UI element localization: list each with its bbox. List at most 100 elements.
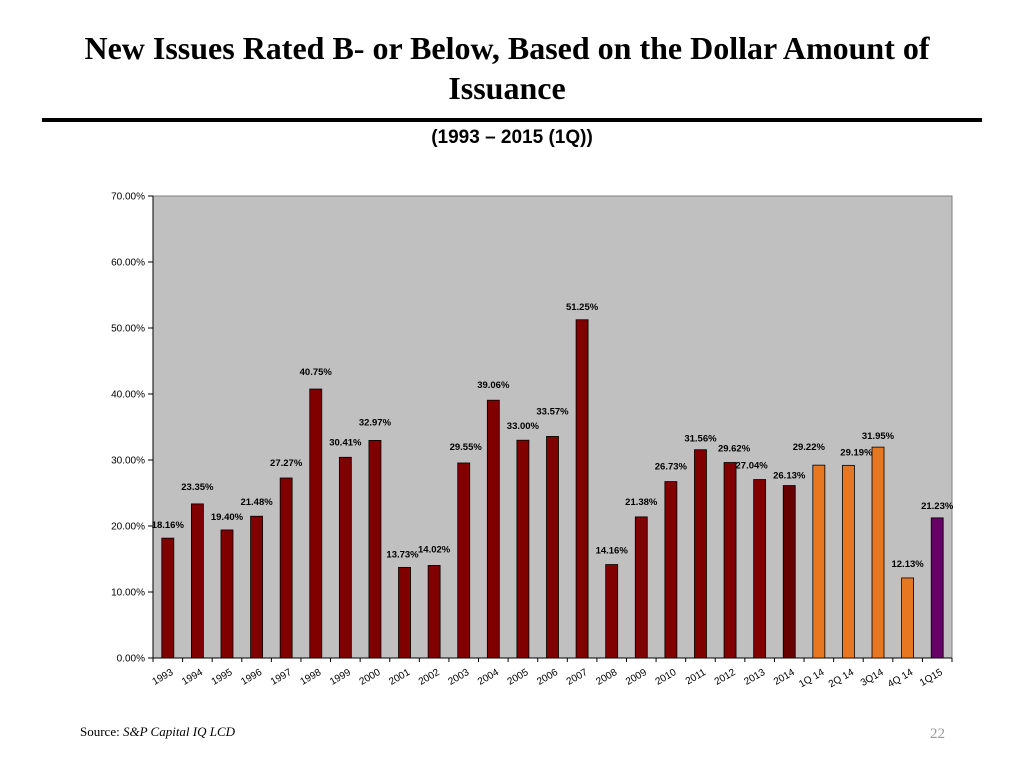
y-tick-label: 20.00% — [111, 522, 145, 533]
y-tick-label: 30.00% — [111, 456, 145, 467]
bar-2009 — [634, 516, 648, 659]
data-label: 30.41% — [329, 437, 362, 448]
data-label: 12.13% — [891, 559, 924, 570]
title-divider — [42, 118, 982, 122]
y-tick-label: 40.00% — [111, 390, 145, 401]
x-tick-label: 2000 — [358, 667, 383, 688]
y-tick-label: 70.00% — [111, 192, 145, 203]
data-label: 33.57% — [536, 406, 569, 417]
x-tick-label: 1Q 14 — [797, 667, 826, 690]
data-label: 29.22% — [793, 442, 826, 453]
bar-3q14 — [871, 446, 885, 659]
x-tick-label: 2Q 14 — [827, 667, 856, 690]
data-label: 13.73% — [386, 549, 419, 560]
bar-1996 — [250, 515, 263, 659]
data-label: 19.40% — [211, 512, 244, 523]
y-tick-label: 60.00% — [111, 258, 145, 269]
x-tick-label: 2003 — [446, 667, 471, 688]
bar-2001 — [398, 566, 411, 659]
y-axis: 0.00% 10.00% 20.00% 30.00% 40.00% 50.00% 60.00… — [111, 192, 154, 665]
bar-2014 — [782, 485, 796, 659]
x-tick-label: 1997 — [269, 667, 294, 688]
x-tick-label: 2006 — [535, 667, 560, 688]
page-title: New Issues Rated B- or Below, Based on t… — [84, 30, 930, 106]
data-label: 40.75% — [300, 367, 333, 378]
data-labels: 18.16% 23.35% 19.40% 21.48% 27.27% 40.75% 30.4… — [152, 302, 954, 570]
bar-1994 — [190, 503, 204, 659]
data-label: 27.04% — [736, 461, 769, 472]
data-label: 14.16% — [596, 546, 629, 557]
data-label: 26.13% — [773, 471, 806, 482]
data-label: 29.62% — [718, 444, 751, 455]
x-tick-label: 2005 — [506, 667, 531, 688]
y-tick-label: 0.00% — [117, 654, 145, 665]
bar-series — [161, 319, 944, 659]
data-label: 33.00% — [507, 421, 540, 432]
x-tick-label: 1994 — [180, 667, 205, 688]
data-label: 21.48% — [240, 497, 273, 508]
data-label: 29.19% — [840, 447, 873, 458]
x-tick-label: 2010 — [654, 667, 679, 688]
bar-1q15 — [930, 517, 944, 659]
source-name: S&P Capital IQ LCD — [122, 724, 236, 739]
data-label: 21.38% — [625, 497, 658, 508]
x-tick-label: 1993 — [151, 667, 176, 688]
x-tick-label: 2009 — [624, 667, 649, 688]
x-tick-label: 1998 — [298, 667, 323, 688]
x-tick-label: 1Q15 — [918, 667, 945, 689]
data-label: 18.16% — [152, 520, 185, 531]
x-tick-label: 2014 — [772, 667, 797, 688]
bar-2012 — [723, 462, 737, 659]
x-tick-label: 2011 — [684, 667, 709, 687]
bar-2000 — [368, 439, 382, 659]
data-label: 31.95% — [862, 431, 895, 442]
bar-4q-14 — [901, 577, 915, 659]
data-label: 14.02% — [418, 544, 451, 555]
bar-1998 — [309, 388, 323, 659]
source-note: Source: S&P Capital IQ LCD — [80, 724, 235, 740]
y-tick-label: 50.00% — [111, 324, 145, 335]
x-tick-label: 1995 — [210, 667, 235, 688]
y-tick-label: 10.00% — [111, 588, 145, 599]
data-label: 23.35% — [181, 482, 214, 493]
bar-2003 — [457, 462, 471, 659]
bar-2005 — [516, 439, 530, 659]
x-tick-label: 2013 — [742, 667, 767, 688]
x-tick-label: 4Q 14 — [886, 667, 915, 690]
bar-2010 — [664, 481, 678, 659]
bar-1997 — [279, 477, 293, 659]
bar-2007 — [575, 319, 589, 659]
data-label: 21.23% — [921, 501, 954, 512]
x-tick-label: 1996 — [239, 667, 264, 688]
source-prefix: Source: — [80, 724, 120, 739]
bar-2002 — [427, 565, 441, 659]
data-label: 29.55% — [450, 442, 483, 453]
data-label: 26.73% — [655, 462, 688, 473]
page-subtitle: (1993 – 2015 (1Q)) — [431, 127, 593, 148]
x-tick-label: 2004 — [476, 667, 501, 688]
bar-1993 — [161, 537, 175, 659]
x-tick-label: 3Q14 — [859, 667, 886, 689]
bar-2008 — [605, 564, 619, 659]
page-number: 22 — [930, 726, 945, 742]
data-label: 39.06% — [477, 380, 510, 391]
data-label: 31.56% — [684, 434, 717, 445]
x-tick-label: 2001 — [387, 667, 412, 688]
bar-2013 — [753, 479, 767, 659]
x-tick-label: 2002 — [417, 667, 442, 688]
bar-2q-14 — [842, 464, 855, 659]
bar-1995 — [220, 529, 234, 659]
bar-2006 — [546, 436, 559, 659]
x-tick-label: 2008 — [594, 667, 619, 688]
bar-2011 — [694, 449, 707, 659]
bar-1999 — [338, 456, 352, 659]
x-tick-label: 1999 — [328, 667, 353, 688]
x-axis: 1993 1994 1995 1996 1997 1998 1999 2000 2001 2002… — [151, 657, 953, 690]
bar-1q-14 — [812, 464, 826, 659]
x-tick-label: 2012 — [713, 667, 738, 688]
x-tick-label: 2007 — [565, 667, 590, 688]
data-label: 32.97% — [359, 417, 392, 428]
data-label: 27.27% — [270, 458, 303, 469]
bar-2004 — [486, 399, 500, 659]
data-label: 51.25% — [566, 302, 599, 313]
